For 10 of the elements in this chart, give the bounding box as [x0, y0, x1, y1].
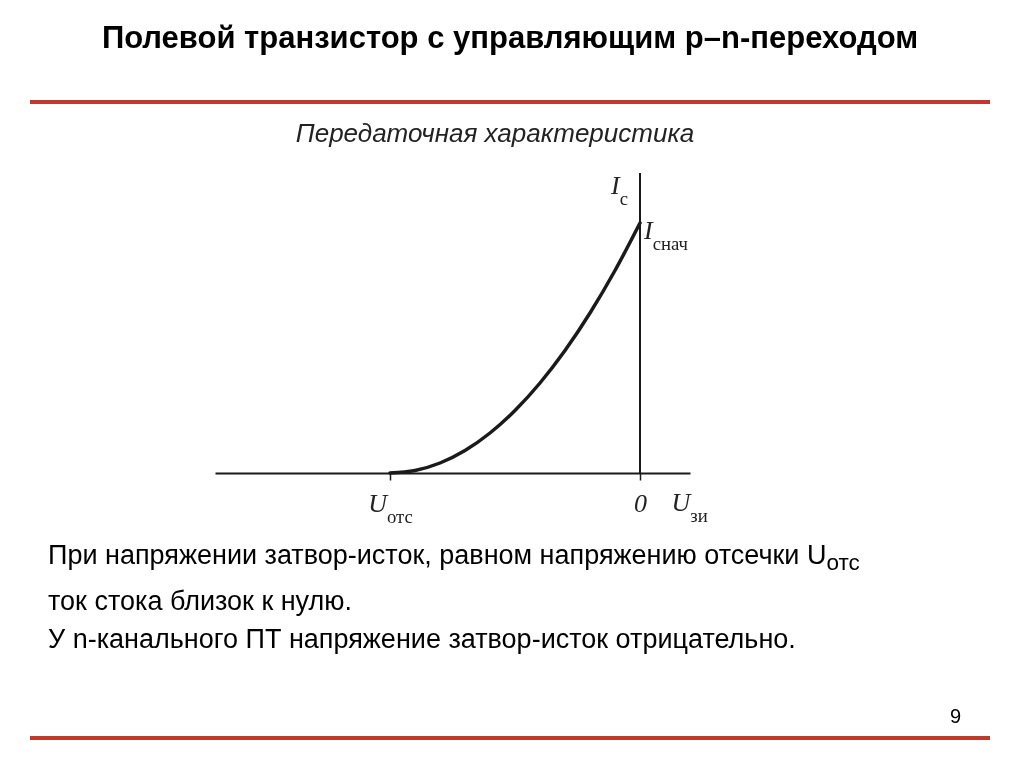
y-axis-title: I$_{с}$	[610, 171, 628, 209]
text: 9	[950, 705, 962, 728]
x-tick-label: 0	[634, 488, 647, 518]
annotation: I$_{снач}$	[643, 216, 688, 254]
text: При напряжении затвор-исток, равном напряжению отсечки U$_{отс}$ ток стока близок к нулю.	[48, 540, 860, 617]
x-axis-title: U$_{зи}$	[671, 487, 708, 525]
x-tick-label: U$_{отс}$	[368, 488, 413, 526]
text: У n-канального ПТ напряжение затвор-исток отрицательно.	[48, 623, 797, 657]
chart-title: Полевой транзистор с управляющим p–n-переходом	[100, 20, 920, 56]
chart-subtitle: Передаточная характеристика	[294, 118, 696, 149]
